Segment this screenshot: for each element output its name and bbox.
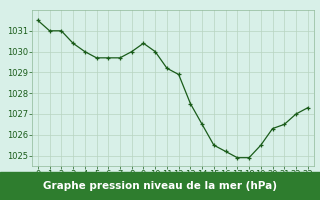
Text: Graphe pression niveau de la mer (hPa): Graphe pression niveau de la mer (hPa) — [43, 181, 277, 191]
